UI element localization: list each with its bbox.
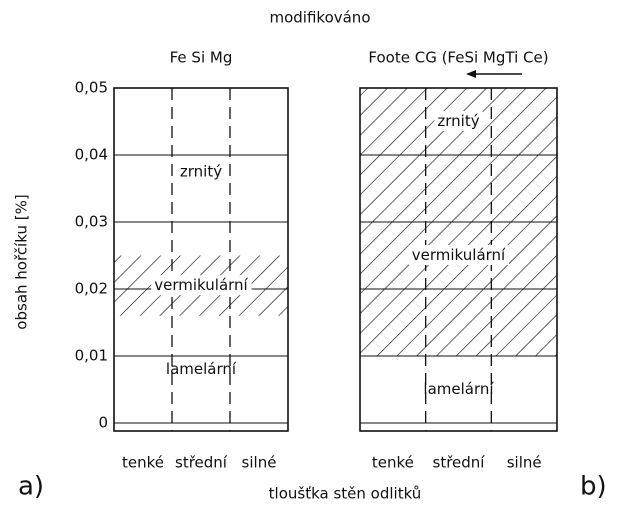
x-tick-label: silné (242, 454, 277, 472)
zone-label: lamelární (423, 380, 494, 398)
panel-letter: a) (18, 472, 44, 502)
panel-name: Foote CG (FeSi MgTi Ce) (368, 49, 548, 67)
panel-frame (113, 87, 289, 432)
y-tick-label: 0,01 (75, 347, 108, 365)
y-tick-label: 0,05 (75, 79, 108, 97)
zone-label: lamelární (166, 360, 237, 378)
arrow-head (466, 70, 476, 78)
y-axis-label: obsah hořčíku [%] (13, 194, 31, 329)
zone-label: vermikulární (412, 246, 506, 264)
label-bg (408, 245, 510, 265)
y-tick-label: 0,04 (75, 146, 108, 164)
y-tick-label: 0,02 (75, 280, 108, 298)
zone-label: vermikulární (154, 276, 248, 294)
x-axis-label: tloušťka stěn odlitků (269, 485, 422, 503)
x-tick-label: střední (175, 454, 228, 472)
chart-title: modifikováno (269, 9, 370, 27)
x-tick-label: střední (433, 454, 486, 472)
y-tick-label: 0,03 (75, 213, 108, 231)
panel-name: Fe Si Mg (170, 49, 233, 67)
zone-label: zrnitý (437, 112, 479, 130)
x-tick-label: tenké (372, 454, 414, 472)
label-bg (151, 275, 252, 296)
panel-frame (359, 87, 558, 432)
panel-letter: b) (580, 472, 607, 502)
zone-label: zrnitý (180, 162, 222, 180)
y-tick-label: 0 (98, 414, 108, 432)
x-tick-label: tenké (122, 454, 164, 472)
x-tick-label: silné (507, 454, 542, 472)
label-bg (434, 111, 483, 131)
